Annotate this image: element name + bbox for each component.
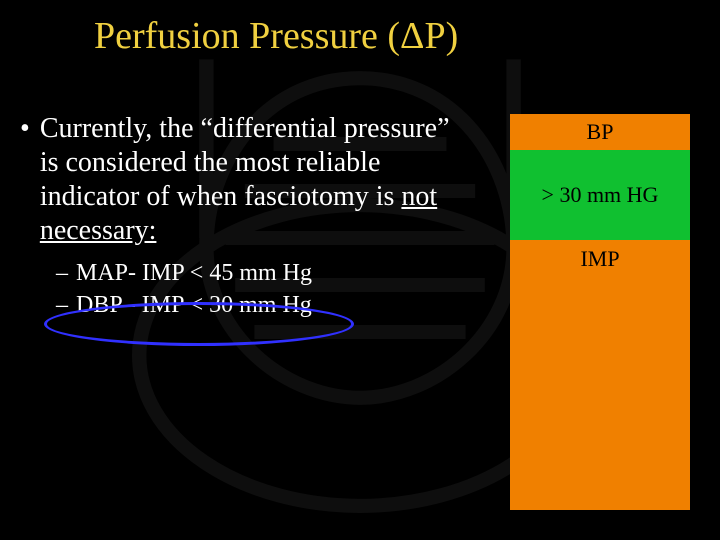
bar-green-label: > 30 mm HG	[542, 182, 659, 208]
bar-segment-bp: BP	[510, 114, 690, 150]
bar-imp-label: IMP	[580, 246, 619, 272]
bar-segment-imp: IMP	[510, 240, 690, 510]
sub-item-text: DBP - IMP < 30 mm Hg	[76, 290, 312, 320]
bullet-lead: Currently, the “differential pressure” i…	[40, 113, 450, 212]
dash-icon: –	[56, 258, 68, 288]
bullet-text: Currently, the “differential pressure” i…	[40, 112, 465, 248]
bullet-dot-icon: •	[20, 112, 30, 146]
bullet-item: • Currently, the “differential pressure”…	[20, 112, 465, 248]
content-block: • Currently, the “differential pressure”…	[20, 112, 465, 322]
bar-segment-green: > 30 mm HG	[510, 150, 690, 240]
sub-list: – MAP- IMP < 45 mm Hg – DBP - IMP < 30 m…	[56, 258, 465, 320]
slide: Perfusion Pressure (ΔP) • Currently, the…	[0, 0, 720, 540]
dash-icon: –	[56, 290, 68, 320]
slide-title: Perfusion Pressure (ΔP)	[94, 14, 458, 58]
sub-item: – MAP- IMP < 45 mm Hg	[56, 258, 465, 288]
sub-item-text: MAP- IMP < 45 mm Hg	[76, 258, 312, 288]
bar-bp-label: BP	[587, 119, 614, 145]
sub-item: – DBP - IMP < 30 mm Hg	[56, 290, 465, 320]
pressure-bar: BP > 30 mm HG IMP	[510, 114, 690, 510]
